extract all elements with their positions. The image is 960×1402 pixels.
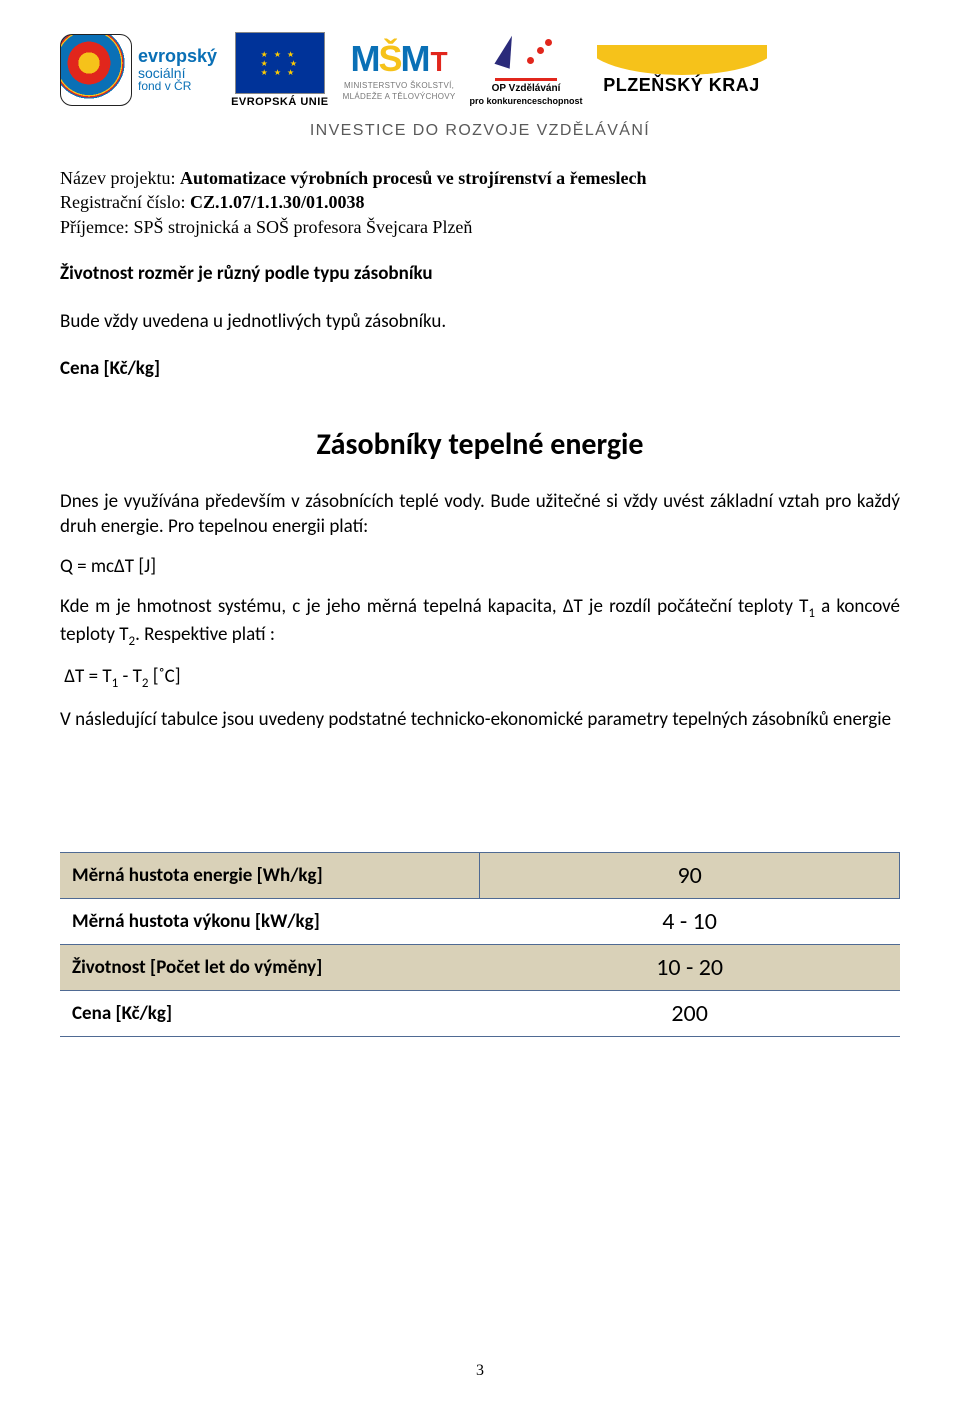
para2-sub1: 1 [808, 606, 815, 621]
opv-line1: OP Vzdělávání [492, 83, 561, 94]
eu-flag-icon: ★ ★ ★★ ★★ ★ ★ [235, 32, 325, 94]
opv-icon [495, 35, 557, 81]
project-info: Název projektu: Automatizace výrobních p… [60, 166, 900, 239]
reg-number: CZ.1.07/1.1.30/01.0038 [190, 192, 365, 212]
row-label: Měrná hustota energie [Wh/kg] [60, 853, 480, 899]
cena-line: Cena [Kč/kg] [60, 356, 900, 382]
row-value: 200 [480, 991, 900, 1037]
pk-wave-icon [597, 45, 767, 75]
para1: Dnes je využívána především v zásobnícíc… [60, 489, 900, 540]
f2-c: [˚C] [148, 665, 180, 688]
f2-a: ΔT = T [64, 665, 111, 688]
row-label: Životnost [Počet let do výměny] [60, 945, 480, 991]
msmt-line2: MLÁDEŽE A TĚLOVÝCHOVY [343, 93, 456, 102]
logo-plzensky-kraj: PLZEŇSKÝ KRAJ [597, 45, 767, 96]
table-row: Měrná hustota výkonu [kW/kg] 4 - 10 [60, 899, 900, 945]
project-name: Automatizace výrobních procesů ve strojí… [180, 168, 647, 188]
opv-line2: pro konkurenceschopnost [470, 96, 583, 106]
formula-q: Q = mcΔT [J] [60, 554, 900, 580]
row-value: 90 [480, 853, 900, 899]
para2-c: . Respektive platí : [135, 623, 275, 646]
logo-eu: ★ ★ ★★ ★★ ★ ★ EVROPSKÁ UNIE [231, 32, 329, 108]
params-table: Měrná hustota energie [Wh/kg] 90 Měrná h… [60, 852, 900, 1037]
row-value: 4 - 10 [480, 899, 900, 945]
reg-label: Registrační číslo: [60, 192, 190, 212]
para2: Kde m je hmotnost systému, c je jeho měr… [60, 594, 900, 651]
logo-esf: evropský sociální fond v ČR [60, 34, 217, 106]
row-label: Měrná hustota výkonu [kW/kg] [60, 899, 480, 945]
table-row: Cena [Kč/kg] 200 [60, 991, 900, 1037]
esf-line3: fond v ČR [138, 80, 217, 93]
para3: V následující tabulce jsou uvedeny podst… [60, 707, 900, 733]
logo-msmt: MŠMT MINISTERSTVO ŠKOLSTVÍ, MLÁDEŽE A TĚ… [343, 38, 456, 102]
header-logos: evropský sociální fond v ČR ★ ★ ★★ ★★ ★ … [60, 32, 900, 108]
formula-dt: ΔT = T1 - T2 [˚C] [60, 664, 900, 692]
f2-b: - T [118, 665, 142, 688]
pk-label: PLZEŇSKÝ KRAJ [603, 75, 760, 96]
investice-banner: INVESTICE DO ROZVOJE VZDĚLÁVÁNÍ [60, 122, 900, 140]
para2-a: Kde m je hmotnost systému, c je jeho měr… [60, 595, 808, 618]
recipient-label: Příjemce: [60, 217, 133, 237]
section-title: Zásobníky tepelné energie [60, 426, 900, 463]
esf-text: evropský sociální fond v ČR [138, 47, 217, 93]
bude-line: Bude vždy uvedena u jednotlivých typů zá… [60, 309, 900, 335]
zivotnost-line: Životnost rozměr je různý podle typu zás… [60, 261, 900, 287]
page-number: 3 [0, 1362, 960, 1380]
row-label: Cena [Kč/kg] [60, 991, 480, 1037]
name-label: Název projektu: [60, 168, 180, 188]
esf-swirl-icon [60, 34, 132, 106]
msmt-line1: MINISTERSTVO ŠKOLSTVÍ, [344, 82, 454, 91]
esf-line1: evropský [138, 47, 217, 66]
recipient: SPŠ strojnická a SOŠ profesora Švejcara … [133, 217, 472, 237]
table-row: Životnost [Počet let do výměny] 10 - 20 [60, 945, 900, 991]
msmt-icon: MŠMT [351, 38, 448, 80]
logo-opv: OP Vzdělávání pro konkurenceschopnost [470, 35, 583, 106]
table-row: Měrná hustota energie [Wh/kg] 90 [60, 853, 900, 899]
row-value: 10 - 20 [480, 945, 900, 991]
eu-label: EVROPSKÁ UNIE [231, 96, 329, 108]
